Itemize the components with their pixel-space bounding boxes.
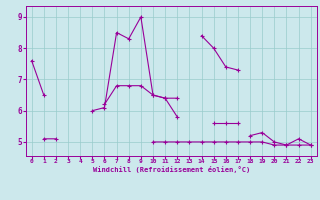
X-axis label: Windchill (Refroidissement éolien,°C): Windchill (Refroidissement éolien,°C): [92, 166, 250, 173]
